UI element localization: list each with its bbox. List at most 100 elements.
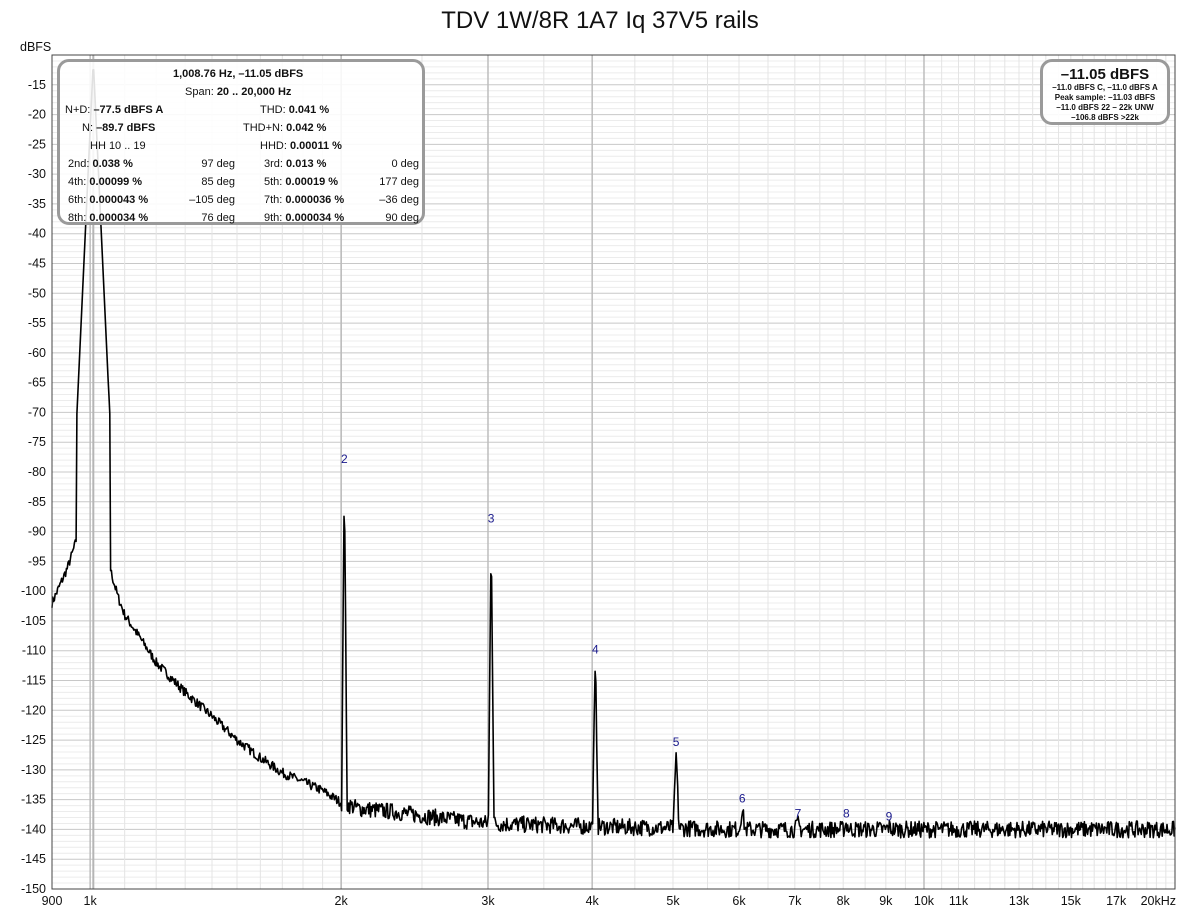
y-tick-label: -115 (22, 674, 46, 688)
y-tick-label: -145 (21, 852, 46, 866)
harmonic-value: 0.000043 % (89, 194, 149, 206)
level-readout-panel: –11.05 dBFS –11.0 dBFS C, –11.0 dBFS A P… (1040, 59, 1170, 125)
harmonic-label: 8th: (68, 212, 87, 224)
spectrum-trace (51, 69, 1176, 839)
x-tick-label: 1k (84, 894, 98, 908)
harmonic-phase: 177 deg (379, 176, 419, 188)
cursor-readout: 1,008.76 Hz, –11.05 dBFS (173, 68, 304, 80)
harmonic-value: 0.013 % (286, 158, 327, 170)
harmonic-value: 0.038 % (92, 158, 133, 170)
level-line-2: Peak sample: –11.03 dBFS (1054, 93, 1156, 102)
n-row: N: –89.7 dBFS (82, 122, 155, 134)
x-tick-label: 900 (42, 894, 63, 908)
harmonic-labels: 2 3 4 5 6 7 8 9 (341, 452, 893, 823)
harmonic-label-7: 7 (795, 806, 802, 820)
harmonic-label: 7th: (264, 194, 283, 206)
y-tick-label: -120 (21, 703, 46, 717)
chart-title: TDV 1W/8R 1A7 Iq 37V5 rails (441, 7, 758, 34)
thdn-label: THD+N: (243, 122, 284, 134)
y-tick-label: -15 (28, 78, 46, 92)
harmonic-row: 9th: 0.000034 % (264, 212, 344, 224)
harmonic-label: 3rd: (264, 158, 283, 170)
y-tick-label: -45 (28, 257, 46, 271)
x-tick-label: 11k (949, 894, 969, 908)
harmonic-label: 4th: (68, 176, 87, 188)
harmonic-label: 2nd: (68, 158, 90, 170)
y-tick-label: -35 (28, 197, 46, 211)
harmonic-label-6: 6 (739, 792, 746, 806)
harmonic-row: 3rd: 0.013 % (264, 158, 326, 170)
x-tick-label: 5k (666, 894, 680, 908)
y-tick-label: -130 (21, 763, 46, 777)
nd-row: N+D: –77.5 dBFS A (65, 104, 163, 116)
hhd-value: 0.00011 % (289, 140, 342, 152)
y-axis-label: dBFS (20, 40, 51, 54)
y-tick-label: -30 (28, 167, 46, 181)
n-value: –89.7 dBFS (96, 122, 156, 134)
y-tick-label: -135 (21, 793, 46, 807)
x-tick-label: 7k (788, 894, 802, 908)
hhd-row: HHD: 0.00011 % (260, 140, 342, 152)
y-tick-label: -105 (21, 614, 46, 628)
harmonic-row: 8th: 0.000034 % (68, 212, 148, 224)
span-value: 20 .. 20,000 Hz (216, 86, 292, 98)
x-tick-label: 17k (1106, 894, 1127, 908)
y-tick-label: -55 (28, 316, 46, 330)
thdn-row: THD+N: 0.042 % (243, 122, 326, 134)
x-tick-label: 4k (586, 894, 600, 908)
y-tick-label: -40 (28, 227, 46, 241)
y-tick-label: -70 (28, 405, 46, 419)
span-row: Span: 20 .. 20,000 Hz (185, 86, 291, 98)
x-axis: 900 1k 2k 3k 4k 5k 6k 7k 8k 9k 10k 11k 13k 15k 17k 20kH… (42, 894, 1176, 908)
harmonic-value: 0.00099 % (89, 176, 143, 188)
harmonic-value: 0.000034 % (285, 212, 345, 224)
thd-label: THD: (260, 104, 286, 116)
y-tick-label: -60 (28, 346, 46, 360)
harmonic-label-3: 3 (488, 512, 495, 526)
y-tick-label: -85 (28, 495, 46, 509)
spectrum-line (51, 69, 1176, 839)
plot-frame (51, 54, 1176, 890)
level-main: –11.05 dBFS (1060, 66, 1150, 83)
x-tick-label: 20kHz (1141, 894, 1176, 908)
x-tick-label: 13k (1009, 894, 1030, 908)
thd-value: 0.041 % (288, 104, 330, 116)
y-tick-label: -100 (21, 584, 46, 598)
y-axis: -15 -20 -25 -30 -35 -40 -45 -50 -55 -60 -65 -70 -75 -… (21, 78, 46, 896)
harmonic-row: 5th: 0.00019 % (264, 176, 338, 188)
x-tick-label: 9k (879, 894, 893, 908)
harmonic-label-2: 2 (341, 452, 348, 466)
harmonic-label-9: 9 (886, 809, 893, 823)
harmonic-row: 2nd: 0.038 % (68, 158, 133, 170)
hhd-label: HHD: (260, 140, 287, 152)
y-tick-label: -80 (28, 465, 46, 479)
level-line-1: –11.0 dBFS C, –11.0 dBFS A (1052, 83, 1158, 92)
harmonic-phase: 0 deg (391, 158, 419, 170)
y-tick-label: -65 (28, 376, 46, 390)
harmonic-row: 6th: 0.000043 % (68, 194, 148, 206)
harmonic-phase: 76 deg (201, 212, 235, 224)
x-tick-label: 10k (914, 894, 935, 908)
x-tick-label: 2k (335, 894, 349, 908)
harmonic-phase: –36 deg (379, 194, 419, 206)
n-label: N: (82, 122, 93, 134)
harmonic-phase: 85 deg (201, 176, 235, 188)
harmonic-label: 9th: (264, 212, 283, 224)
span-label: Span: (185, 86, 214, 98)
y-tick-label: -25 (28, 137, 46, 151)
y-tick-label: -75 (28, 435, 46, 449)
harmonic-row: 4th: 0.00099 % (68, 176, 142, 188)
y-tick-label: -125 (21, 733, 46, 747)
harmonic-value: 0.000034 % (89, 212, 149, 224)
y-tick-label: -140 (21, 822, 46, 836)
harmonic-value: 0.00019 % (285, 176, 339, 188)
level-line-3: –11.0 dBFS 22 – 22k UNW (1056, 103, 1154, 112)
x-tick-label: 3k (481, 894, 495, 908)
thdn-value: 0.042 % (286, 122, 327, 134)
harmonic-phase: 90 deg (385, 212, 419, 224)
level-line-4: –106.8 dBFS >22k (1071, 113, 1139, 122)
x-tick-label: 15k (1061, 894, 1082, 908)
y-tick-label: -95 (28, 554, 46, 568)
harmonic-label-8: 8 (843, 806, 850, 820)
y-tick-label: -110 (22, 644, 46, 658)
